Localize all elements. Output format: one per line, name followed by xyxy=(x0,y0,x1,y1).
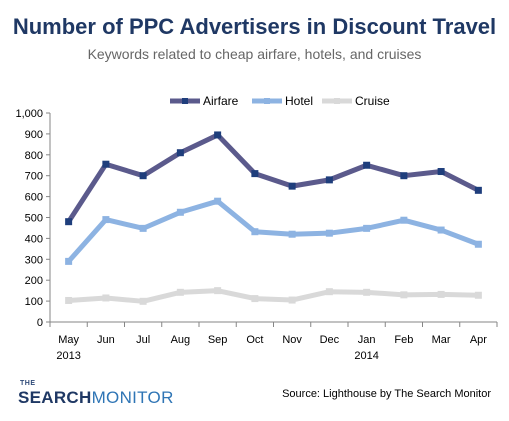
data-point-cruise xyxy=(363,288,371,296)
data-point-hotel xyxy=(325,229,333,237)
x-tick-sublabel: 2013 xyxy=(56,350,80,362)
y-tick-label: 0 xyxy=(37,317,43,329)
y-tick-label: 300 xyxy=(25,254,43,266)
legend-marker-hotel xyxy=(264,98,270,104)
x-tick-label: Dec xyxy=(320,334,340,346)
x-tick-label: Sep xyxy=(208,334,228,346)
logo-wordmark: SEARCHMONITOR xyxy=(18,388,174,408)
search-monitor-logo: THE SEARCHMONITOR xyxy=(18,380,198,410)
y-tick-label: 100 xyxy=(25,296,43,308)
logo-search-text: SEARCH xyxy=(18,388,92,407)
line-chart: 0 100 200 300 400 500 600 700 800 900 1,000 May 2013… xyxy=(15,94,498,362)
data-point-airfare xyxy=(363,161,371,169)
data-point-hotel xyxy=(251,228,259,236)
legend-marker-airfare xyxy=(182,98,188,104)
x-tick-label: Jul xyxy=(136,334,150,346)
data-point-hotel xyxy=(474,240,482,248)
data-point-airfare xyxy=(65,218,73,226)
x-tick-label: Oct xyxy=(246,334,263,346)
series-line-cruise xyxy=(66,288,481,304)
chart-subtitle: Keywords related to cheap airfare, hotel… xyxy=(87,46,422,62)
y-tick-label: 400 xyxy=(25,233,43,245)
data-point-cruise xyxy=(325,288,333,296)
x-tick-label: Apr xyxy=(470,334,487,346)
data-point-hotel xyxy=(400,216,408,224)
legend-marker-cruise xyxy=(334,98,340,104)
logo-monitor-text: MONITOR xyxy=(91,388,174,407)
data-point-airfare xyxy=(474,186,482,194)
data-point-airfare xyxy=(325,176,333,184)
x-tick-label: Aug xyxy=(171,334,191,346)
data-point-hotel xyxy=(65,257,73,265)
data-point-cruise xyxy=(251,295,259,303)
data-point-cruise xyxy=(176,288,184,296)
x-tick-label: Jun xyxy=(97,334,115,346)
data-point-hotel xyxy=(363,224,371,232)
data-point-hotel xyxy=(288,230,296,238)
x-tick-label: May xyxy=(58,334,79,346)
data-point-hotel xyxy=(437,226,445,234)
data-point-hotel xyxy=(102,216,110,224)
data-point-airfare xyxy=(176,149,184,157)
x-tick-label: Nov xyxy=(282,334,302,346)
y-tick-label: 500 xyxy=(25,213,43,225)
series-line-airfare xyxy=(66,132,481,225)
x-tick-label: Mar xyxy=(432,334,451,346)
data-point-cruise xyxy=(102,294,110,302)
data-point-hotel xyxy=(214,197,222,205)
data-point-cruise xyxy=(400,291,408,299)
data-point-airfare xyxy=(102,160,110,168)
y-tick-label: 800 xyxy=(25,150,43,162)
y-tick-label: 900 xyxy=(25,129,43,141)
data-point-airfare xyxy=(288,182,296,190)
data-point-hotel xyxy=(176,208,184,216)
data-point-airfare xyxy=(139,172,147,180)
y-tick-label: 600 xyxy=(25,192,43,204)
data-point-cruise xyxy=(214,287,222,295)
data-point-airfare xyxy=(400,172,408,180)
legend-label-hotel: Hotel xyxy=(285,94,313,108)
y-tick-label: 1,000 xyxy=(15,108,43,120)
data-point-airfare xyxy=(214,131,222,139)
legend-label-airfare: Airfare xyxy=(203,94,239,108)
legend-label-cruise: Cruise xyxy=(355,94,390,108)
series-line-hotel xyxy=(66,198,481,264)
data-point-cruise xyxy=(288,296,296,304)
y-tick-label: 700 xyxy=(25,171,43,183)
x-tick-sublabel: 2014 xyxy=(354,350,378,362)
source-note: Source: Lighthouse by The Search Monitor xyxy=(282,388,491,400)
data-point-cruise xyxy=(474,291,482,299)
data-point-hotel xyxy=(139,224,147,232)
data-point-cruise xyxy=(437,290,445,298)
y-tick-label: 200 xyxy=(25,275,43,287)
logo-the-text: THE xyxy=(20,380,36,387)
chart-title: Number of PPC Advertisers in Discount Tr… xyxy=(12,14,497,39)
x-tick-label: Feb xyxy=(394,334,413,346)
data-point-airfare xyxy=(437,168,445,176)
data-point-cruise xyxy=(139,297,147,305)
data-point-airfare xyxy=(251,170,259,178)
data-point-cruise xyxy=(65,296,73,304)
x-tick-label: Jan xyxy=(358,334,376,346)
